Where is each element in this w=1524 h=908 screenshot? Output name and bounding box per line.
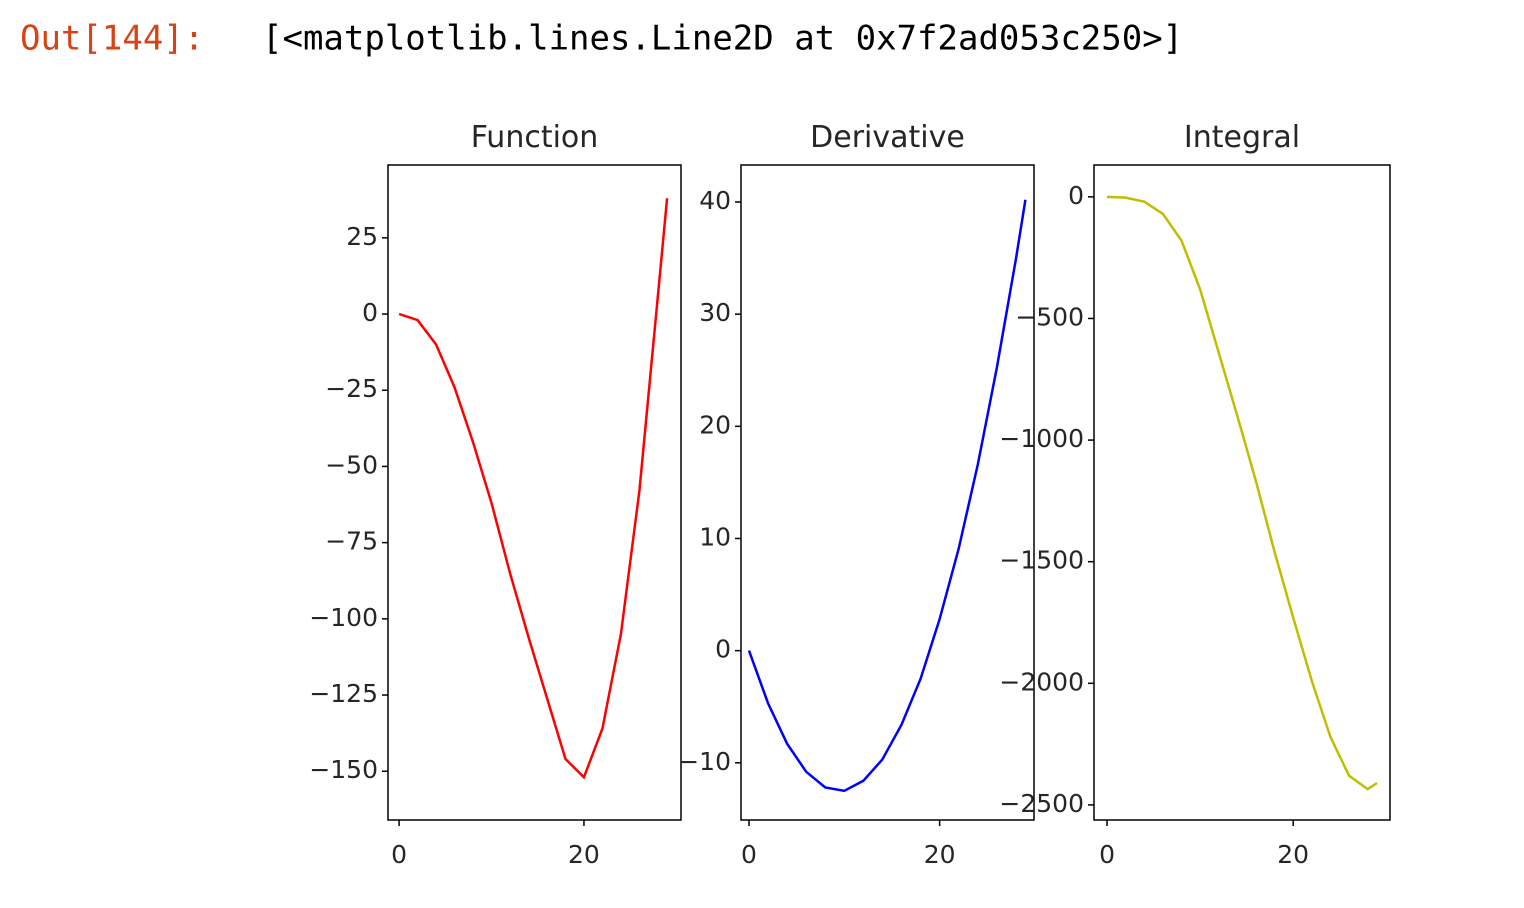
y-tick-label: 0	[1068, 181, 1084, 210]
x-tick-label: 20	[924, 840, 956, 869]
y-tick-label: 30	[699, 298, 731, 327]
y-tick-label: 20	[699, 410, 731, 439]
y-tick-label: −500	[1015, 302, 1084, 331]
axes-frame	[1093, 164, 1391, 821]
data-line	[398, 198, 669, 780]
y-tick-label: −1000	[999, 424, 1084, 453]
x-tick-label: 0	[391, 840, 407, 869]
x-tick-label: 0	[741, 840, 757, 869]
x-tick-label: 20	[568, 840, 600, 869]
axes-frame	[387, 164, 682, 821]
y-tick-label: −125	[309, 679, 378, 708]
y-tick-label: −2000	[999, 667, 1084, 696]
y-tick-label: 0	[715, 635, 731, 664]
y-tick-label: −50	[325, 450, 378, 479]
y-tick-label: 10	[699, 522, 731, 551]
x-tick-label: 0	[1099, 840, 1115, 869]
y-tick-label: −75	[325, 527, 378, 556]
y-tick-label: −1500	[999, 546, 1084, 575]
axes-frame	[740, 164, 1035, 821]
subplot-title: Function	[471, 120, 599, 155]
y-tick-label: −150	[309, 755, 378, 784]
data-line	[1106, 195, 1378, 791]
data-line	[747, 199, 1027, 793]
subplot-title: Integral	[1184, 120, 1300, 155]
y-tick-label: −25	[325, 374, 378, 403]
y-tick-label: −2500	[999, 789, 1084, 818]
y-tick-label: −10	[678, 747, 731, 776]
out-prompt: Out[144]:	[20, 19, 204, 59]
y-tick-label: 0	[362, 298, 378, 327]
subplot-title: Derivative	[810, 120, 965, 155]
x-tick-label: 20	[1277, 840, 1309, 869]
output-text: [<matplotlib.lines.Line2D at 0x7f2ad053c…	[262, 19, 1183, 59]
y-tick-label: 25	[346, 222, 378, 251]
y-tick-label: 40	[699, 186, 731, 215]
y-tick-label: −100	[309, 603, 378, 632]
